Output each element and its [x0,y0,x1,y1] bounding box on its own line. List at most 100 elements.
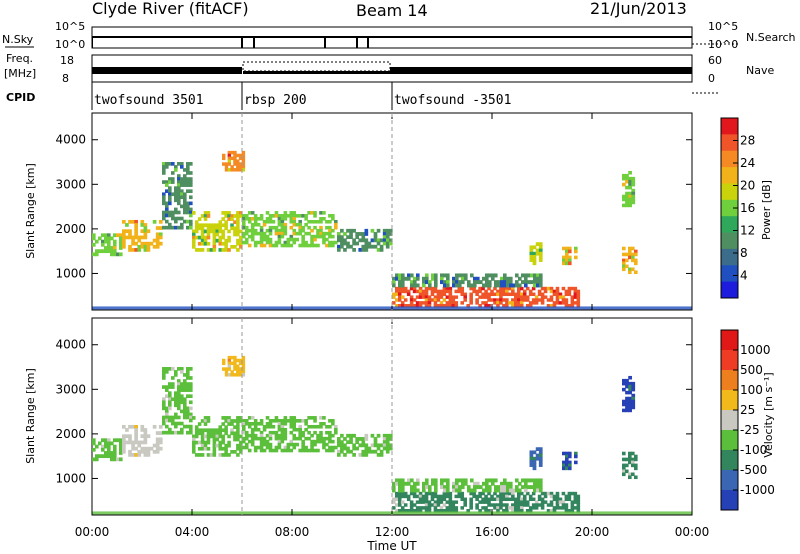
echo-cell [119,252,123,257]
echo-cell [622,197,626,202]
echo-cell [241,370,246,374]
echo-cell [487,497,491,502]
echo-cell [286,445,291,450]
echo-cell [370,433,375,438]
echo-cell [265,439,270,444]
echo-cell [328,225,332,230]
echo-cell [322,416,326,420]
echo-cell [186,171,190,175]
echo-cell [242,439,246,444]
echo-cell [631,463,635,468]
echo-cell [292,219,297,224]
echo-cell [334,240,338,245]
echo-cell [499,289,503,294]
echo-cell [505,301,509,305]
echo-cell [382,446,387,451]
echo-cell [107,441,111,446]
echo-cell [549,509,554,513]
echo-cell [238,168,243,172]
echo-cell [537,298,542,302]
echo-cell [162,195,166,200]
echo-cell [628,194,632,199]
echo-cell [506,485,510,490]
echo-cell [568,249,572,254]
echo-cell [143,449,148,454]
echo-cell [206,419,211,423]
echo-cell [628,252,632,257]
echo-cell [340,433,344,438]
echo-cell [515,478,519,483]
echo-cell [543,494,548,499]
echo-cell [385,437,390,441]
echo-cell [493,292,497,297]
echo-cell [180,397,184,402]
echo-cell [418,286,423,291]
echo-cell [230,150,234,155]
echo-cell [412,509,417,513]
echo-cell [277,427,282,432]
echo-cell [313,448,317,453]
echo-cell [539,273,543,278]
echo-cell [576,500,581,504]
echo-cell [532,254,537,259]
echo-cell [143,232,148,237]
echo-cell [424,298,429,302]
echo-cell [536,478,540,483]
echo-cell [134,232,138,237]
echo-cell [174,225,178,230]
echo-cell [328,234,332,239]
echo-cell [413,283,417,288]
echo-cell [180,195,184,200]
echo-cell [158,437,163,442]
echo-cell [162,171,166,175]
echo-cell [152,449,157,454]
echo-cell [292,427,297,432]
echo-cell [137,235,142,240]
echo-cell [509,280,513,285]
echo-cell [422,276,426,281]
echo-cell [224,223,228,228]
echo-cell [215,232,220,237]
echo-cell [573,497,578,502]
echo-cell [455,478,459,483]
echo-cell [180,427,184,432]
echo-cell [403,494,408,499]
echo-cell [519,497,524,502]
echo-cell [241,361,246,366]
echo-cell [212,229,217,234]
echo-cell [242,234,246,239]
echo-cell [358,238,363,243]
echo-cell [301,240,305,245]
echo-cell [259,228,264,233]
echo-cell [212,226,217,231]
echo-cell [122,238,126,243]
echo-cell [203,217,208,221]
echo-cell [625,408,629,413]
date-title: 21/Jun/2013 [590,0,687,18]
colorbar-tick-label: 24 [740,156,755,170]
echo-cell [564,503,569,507]
echo-cell [183,174,187,178]
echo-cell [322,237,326,242]
echo-cell [392,488,396,493]
echo-cell [171,216,175,221]
echo-cell [319,219,323,224]
echo-cell [194,453,199,457]
echo-cell [448,500,453,504]
echo-cell [400,491,405,496]
echo-cell [533,280,537,285]
echo-cell [247,216,252,221]
echo-cell [440,276,444,281]
echo-cell [230,373,234,377]
echo-cell [104,246,108,250]
echo-cell [568,454,572,459]
echo-cell [434,276,438,281]
echo-cell [410,478,414,483]
echo-cell [289,237,294,242]
echo-cell [540,295,545,299]
echo-cell [567,289,572,294]
echo-cell [540,292,545,297]
echo-cell [410,283,414,288]
echo-cell [244,436,249,441]
